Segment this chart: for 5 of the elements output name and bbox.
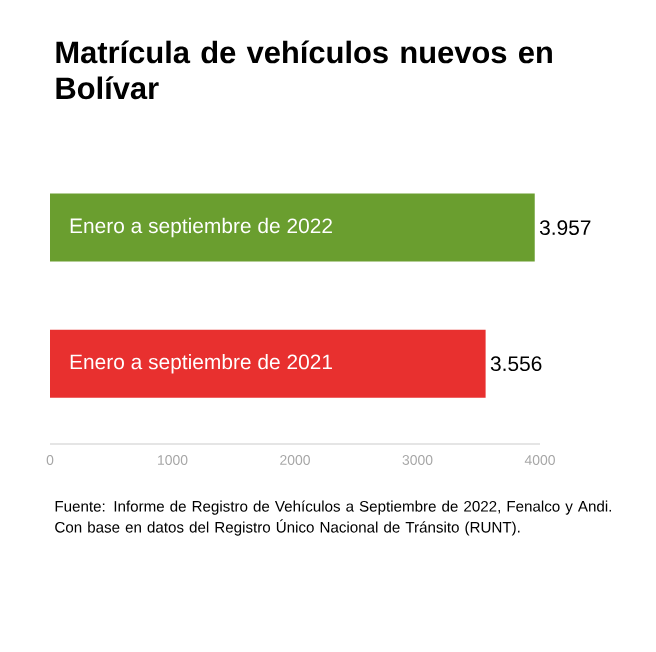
data-label: 3.556 bbox=[490, 356, 542, 372]
chart-title: Matrícula de vehículos nuevos en Bolívar bbox=[56, 40, 552, 100]
y-tick-label: Enero a septiembre de 2021 bbox=[70, 353, 332, 374]
data-label: 3.957 bbox=[539, 220, 591, 235]
y-tick-label: Enero a septiembre de 2022 bbox=[70, 217, 332, 238]
